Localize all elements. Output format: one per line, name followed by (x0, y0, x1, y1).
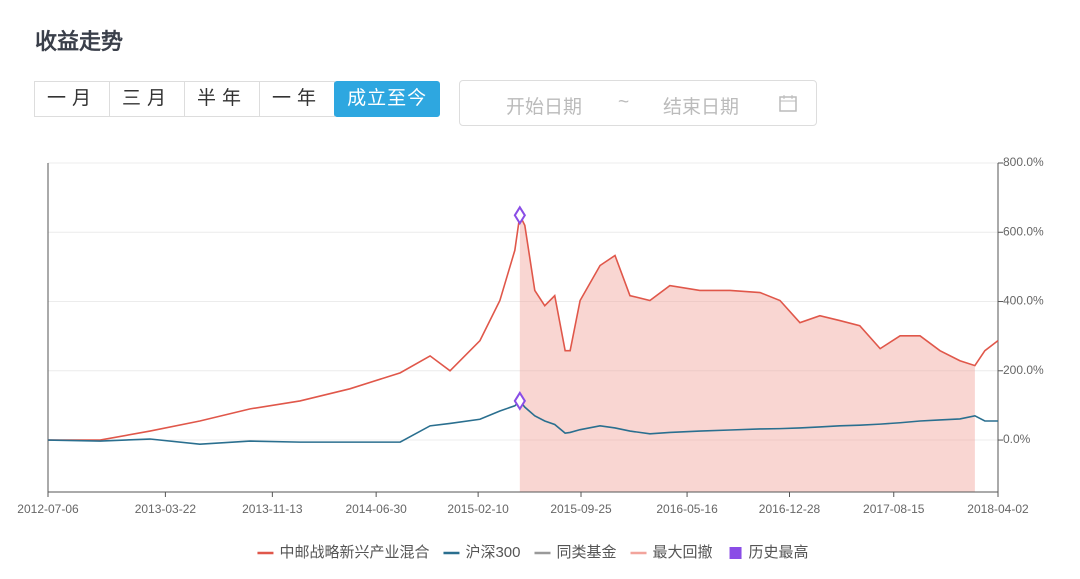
date-end[interactable]: 结束日期 (663, 97, 740, 118)
x-tick-label: 2013-03-22 (135, 502, 197, 516)
y-tick-label: 600.0% (1003, 224, 1044, 238)
x-tick-label: 2018-04-02 (967, 502, 1029, 516)
series-line (47, 399, 998, 446)
history-high-marker (513, 391, 527, 411)
title: 收益走势 (35, 29, 124, 54)
x-tick-label: 2015-09-25 (550, 502, 612, 516)
x-tick-label: 2013-11-13 (242, 502, 303, 516)
range-button[interactable]: 成立至今 (334, 81, 441, 117)
y-tick-label: 200.0% (1003, 363, 1044, 377)
x-tick-label: 2016-12-28 (759, 502, 821, 516)
legend-label: 同类基金 (557, 544, 617, 561)
y-tick-label: 0.0% (1003, 432, 1031, 446)
legend-label: 最大回撤 (653, 544, 713, 561)
x-tick-label: 2016-05-16 (656, 502, 718, 516)
range-button[interactable]: 一年 (259, 81, 336, 117)
date-start[interactable]: 开始日期 (506, 97, 583, 118)
legend-label: 历史最高 (749, 544, 809, 561)
series-line (48, 212, 999, 441)
legend-label: 中邮战略新兴产业混合 (279, 544, 429, 561)
legend-label: 沪深300 (465, 544, 520, 561)
range-button[interactable]: 半年 (184, 81, 261, 117)
x-tick-label: 2012-07-06 (17, 502, 79, 516)
range-buttons: 一月 三月 半年 一年 成立至今 (34, 81, 441, 117)
legend-swatch (729, 547, 742, 559)
range-button[interactable]: 一月 (34, 81, 111, 117)
y-tick-label: 400.0% (1003, 294, 1044, 308)
y-tick-label: 800.0% (1003, 155, 1044, 169)
calendar-icon (779, 95, 797, 112)
range-button[interactable]: 三月 (109, 81, 186, 117)
date-sep: ~ (618, 92, 630, 113)
history-high-marker (513, 205, 527, 226)
x-tick-label: 2015-02-10 (447, 502, 509, 516)
x-tick-label: 2014-06-30 (345, 502, 407, 516)
x-tick-label: 2017-08-15 (863, 502, 925, 516)
date-range[interactable]: 开始日期 ~ 结束日期 (459, 80, 817, 126)
drawdown-area (519, 215, 975, 492)
